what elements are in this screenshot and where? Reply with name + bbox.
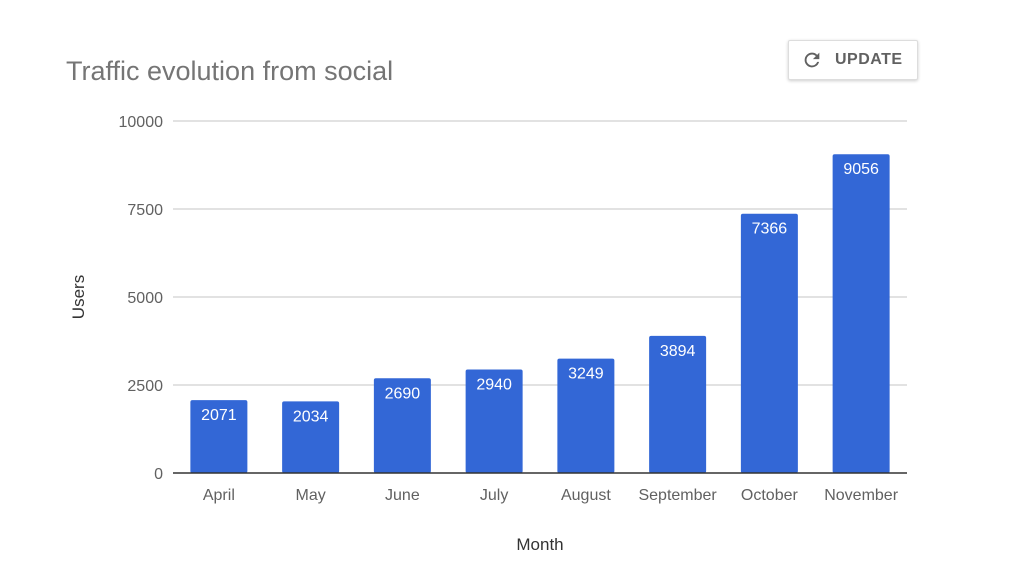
- bar: [649, 335, 707, 473]
- x-tick-label: August: [561, 487, 611, 504]
- data-label: 2071: [201, 407, 237, 424]
- x-axis-title: Month: [516, 535, 563, 554]
- y-axis-title: Users: [69, 275, 88, 319]
- x-tick-label: July: [480, 487, 508, 504]
- bar: [282, 401, 340, 473]
- bar: [190, 400, 248, 473]
- chart-title: Traffic evolution from social: [66, 56, 394, 86]
- x-tick-label: November: [824, 487, 898, 504]
- data-label: 2034: [293, 408, 329, 425]
- data-label: 2690: [385, 385, 421, 402]
- x-tick-label: October: [741, 487, 799, 504]
- bar: [373, 378, 431, 473]
- data-label: 9056: [843, 161, 879, 178]
- y-tick-label: 10000: [119, 114, 164, 131]
- x-tick-label: June: [385, 487, 420, 504]
- data-label: 2940: [476, 377, 512, 394]
- x-tick-label: September: [638, 487, 717, 504]
- y-tick-label: 0: [154, 466, 163, 483]
- bar: [832, 154, 890, 473]
- y-tick-label: 2500: [127, 378, 163, 395]
- y-tick-label: 7500: [127, 202, 163, 219]
- bar: [557, 358, 615, 473]
- bar: [740, 213, 798, 473]
- data-label: 3249: [568, 366, 604, 383]
- update-label: UPDATE: [835, 51, 903, 68]
- bar: [465, 369, 523, 473]
- x-tick-label: May: [296, 487, 326, 504]
- y-tick-label: 5000: [127, 290, 163, 307]
- data-label: 7366: [752, 221, 788, 238]
- data-label: 3894: [660, 343, 696, 360]
- x-tick-label: April: [203, 487, 235, 504]
- update-button[interactable]: UPDATE: [788, 40, 918, 80]
